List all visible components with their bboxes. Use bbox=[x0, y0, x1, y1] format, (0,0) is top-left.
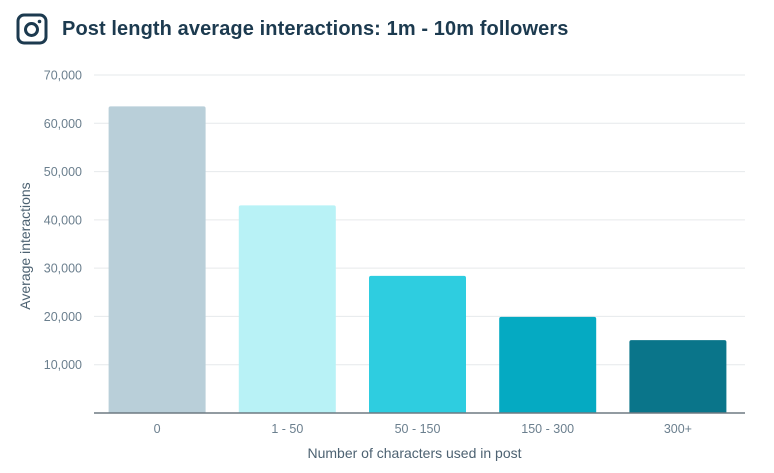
chart-header: Post length average interactions: 1m - 1… bbox=[16, 13, 568, 45]
y-tick-label: 60,000 bbox=[44, 117, 82, 131]
chart-title: Post length average interactions: 1m - 1… bbox=[62, 17, 569, 40]
bar-150-300 bbox=[499, 316, 597, 413]
bar-300plus bbox=[629, 340, 727, 413]
y-tick-label: 10,000 bbox=[44, 358, 82, 372]
x-tick-label: 0 bbox=[154, 422, 161, 436]
bar-1-50 bbox=[238, 205, 336, 413]
instagram-icon bbox=[16, 13, 48, 45]
x-tick-label: 1 - 50 bbox=[271, 422, 303, 436]
bar-50-150 bbox=[369, 275, 466, 413]
y-axis-title: Average interactions bbox=[17, 182, 33, 309]
x-axis-title: Number of characters used in post bbox=[308, 445, 522, 461]
y-tick-label: 40,000 bbox=[44, 213, 82, 227]
bar-0 bbox=[108, 106, 206, 413]
y-tick-label: 70,000 bbox=[44, 69, 82, 83]
y-tick-label: 30,000 bbox=[44, 262, 82, 276]
x-tick-label: 300+ bbox=[664, 422, 692, 436]
y-tick-label: 20,000 bbox=[44, 310, 82, 324]
x-axis-ticks: 0 1 - 50 50 - 150 150 - 300 300+ bbox=[154, 422, 692, 436]
y-axis-ticks: 10,000 20,000 30,000 40,000 50,000 60,000 70,0… bbox=[44, 69, 82, 373]
x-tick-label: 50 - 150 bbox=[395, 422, 441, 436]
bars bbox=[108, 106, 727, 413]
y-tick-label: 50,000 bbox=[44, 165, 82, 179]
x-tick-label: 150 - 300 bbox=[521, 422, 574, 436]
